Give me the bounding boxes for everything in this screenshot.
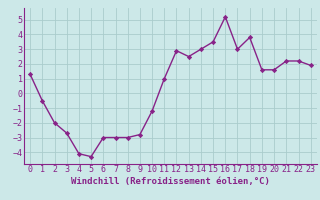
- X-axis label: Windchill (Refroidissement éolien,°C): Windchill (Refroidissement éolien,°C): [71, 177, 270, 186]
